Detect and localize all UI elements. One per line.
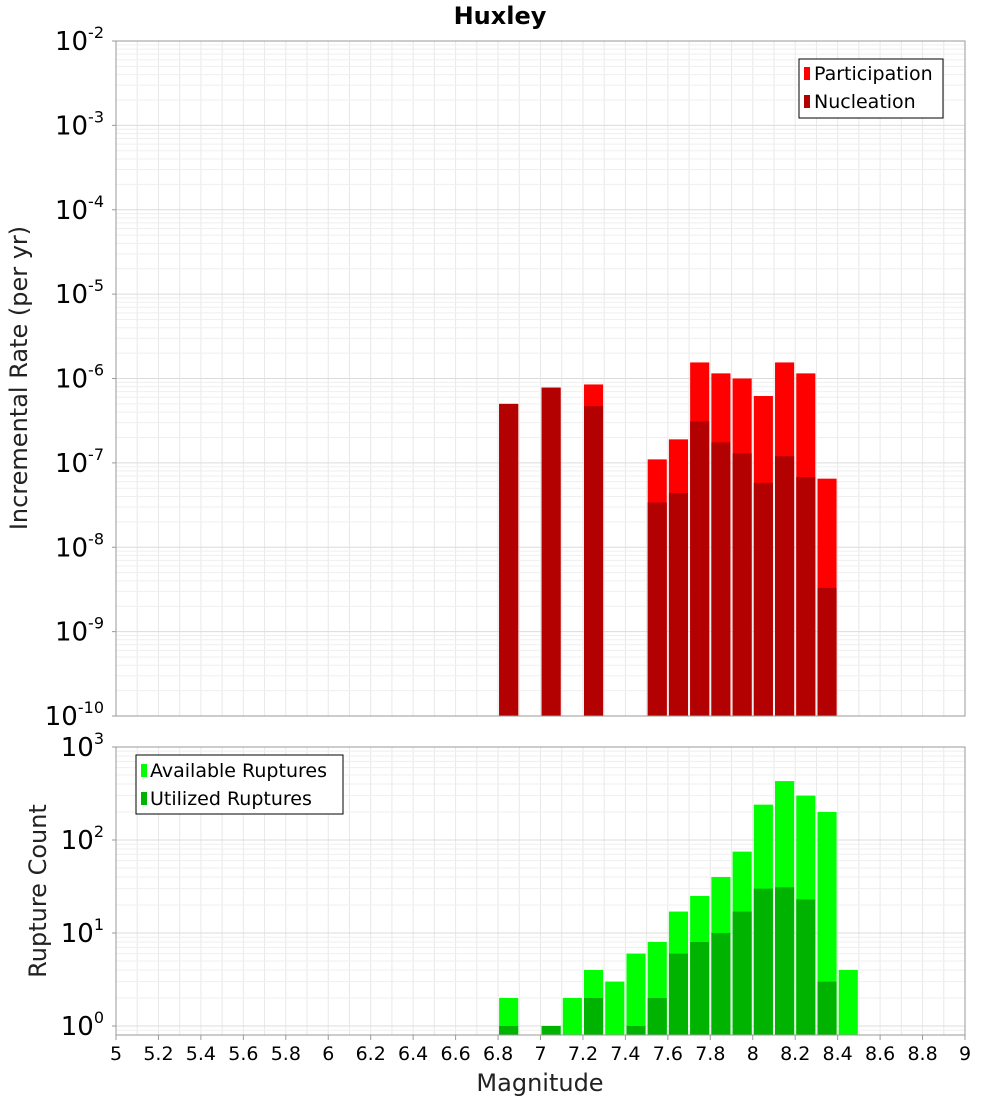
- top-y-axis-label: Incremental Rate (per yr): [5, 226, 33, 530]
- bottom-panel: 100 101 102 103 5 5.2 5.4 5.6 5.8 6 6.2 6.4 6.6 6.8 7…: [24, 729, 971, 1097]
- bottom-y-tick-label: 102: [61, 822, 104, 856]
- top-bar-nucleation: [647, 502, 667, 716]
- bottom-bar-utilized-ruptures: [626, 1025, 646, 1035]
- bottom-bar-available-ruptures: [605, 981, 625, 1035]
- x-tick-label: 7.6: [653, 1043, 683, 1065]
- bottom-legend: Available Ruptures Utilized Ruptures: [135, 754, 344, 815]
- top-bar-nucleation: [753, 482, 773, 716]
- bottom-bar-available-ruptures: [562, 997, 582, 1035]
- x-tick-label: 5: [110, 1043, 122, 1065]
- legend-label-participation: Participation: [814, 63, 933, 85]
- bottom-bar-available-ruptures: [626, 953, 646, 1035]
- x-tick-label: 7.2: [568, 1043, 598, 1065]
- top-y-tick-label: 10-4: [55, 192, 104, 226]
- top-bar-nucleation: [584, 406, 604, 716]
- bottom-legend-box: [135, 754, 344, 815]
- x-tick-label: 8.4: [823, 1043, 853, 1065]
- top-y-tick-label: 10-6: [55, 361, 104, 395]
- legend-swatch-utilized: [141, 792, 147, 805]
- top-y-tick-label: 10-2: [55, 23, 104, 57]
- bottom-bar-utilized-ruptures: [775, 887, 795, 1035]
- legend-label-nucleation: Nucleation: [814, 91, 916, 113]
- x-tick-label: 8.8: [907, 1043, 937, 1065]
- x-tick-label: 6: [322, 1043, 334, 1065]
- x-tick-label: 5.2: [143, 1043, 173, 1065]
- bottom-bar-utilized-ruptures: [584, 997, 604, 1035]
- top-bar-nucleation: [668, 492, 689, 716]
- top-y-tick-label: 10-8: [55, 529, 104, 563]
- top-y-tick-label: 10-7: [55, 445, 104, 479]
- bottom-yticks: 100 101 102 103: [61, 729, 116, 1042]
- bottom-bar-utilized-ruptures: [796, 899, 816, 1035]
- bottom-xticks: 5 5.2 5.4 5.6 5.8 6 6.2 6.4 6.6 6.8 7 7.2 7.4 7.6 7.8 8…: [110, 1035, 971, 1065]
- x-tick-label: 6.6: [440, 1043, 470, 1065]
- x-tick-label: 5.8: [271, 1043, 301, 1065]
- x-tick-label: 5.4: [186, 1043, 216, 1065]
- bottom-y-tick-label: 100: [61, 1008, 104, 1042]
- top-y-tick-label: 10-10: [45, 698, 104, 732]
- legend-swatch-participation: [804, 67, 810, 80]
- x-tick-label: 6.2: [356, 1043, 386, 1065]
- x-tick-label: 8: [747, 1043, 759, 1065]
- bottom-bar-available-ruptures: [838, 969, 858, 1035]
- bottom-bar-utilized-ruptures: [541, 1025, 561, 1035]
- top-bar-nucleation: [732, 453, 752, 716]
- top-y-tick-label: 10-5: [55, 276, 104, 310]
- bottom-bar-utilized-ruptures: [647, 997, 667, 1035]
- top-bar-nucleation: [817, 587, 837, 716]
- legend-swatch-available: [141, 764, 147, 777]
- top-yticks: 10-10 10-9 10-8 10-7 10-6 10-5 10-4 10-3 10-2: [45, 23, 116, 732]
- top-legend: Participation Nucleation: [798, 58, 944, 119]
- top-bar-nucleation: [796, 477, 816, 716]
- x-tick-label: 7.4: [610, 1043, 640, 1065]
- bottom-bar-utilized-ruptures: [711, 932, 731, 1035]
- x-tick-label: 5.6: [228, 1043, 258, 1065]
- x-tick-label: 8.6: [865, 1043, 895, 1065]
- bottom-bar-utilized-ruptures: [732, 911, 752, 1035]
- top-y-tick-label: 10-9: [55, 614, 104, 648]
- bottom-bar-utilized-ruptures: [690, 942, 710, 1035]
- x-tick-label: 7.8: [695, 1043, 725, 1065]
- bottom-bar-utilized-ruptures: [753, 888, 773, 1035]
- top-legend-box: [798, 58, 944, 119]
- top-grid: [116, 41, 965, 716]
- chart-title: Huxley: [454, 2, 547, 30]
- bottom-y-tick-label: 103: [61, 729, 104, 763]
- top-bar-nucleation: [690, 421, 710, 716]
- bottom-y-axis-label: Rupture Count: [24, 804, 52, 978]
- bottom-bar-available-ruptures: [499, 997, 519, 1035]
- x-tick-label: 7: [534, 1043, 546, 1065]
- top-bar-nucleation: [711, 442, 731, 716]
- x-tick-label: 6.4: [398, 1043, 428, 1065]
- bottom-bar-utilized-ruptures: [817, 981, 837, 1035]
- top-bar-nucleation: [499, 403, 519, 716]
- legend-swatch-nucleation: [804, 95, 810, 108]
- x-tick-label: 9: [959, 1043, 971, 1065]
- bottom-y-tick-label: 101: [61, 915, 104, 949]
- top-bar-nucleation: [541, 387, 561, 716]
- legend-label-available: Available Ruptures: [150, 760, 327, 782]
- bottom-bar-utilized-ruptures: [499, 1025, 519, 1035]
- bottom-bars: [499, 781, 858, 1035]
- bottom-bar-available-ruptures: [817, 812, 837, 1035]
- legend-label-utilized: Utilized Ruptures: [150, 788, 312, 810]
- bottom-bar-utilized-ruptures: [668, 953, 689, 1035]
- top-y-tick-label: 10-3: [55, 107, 104, 141]
- x-axis-label: Magnitude: [476, 1069, 603, 1097]
- top-panel: 10-10 10-9 10-8 10-7 10-6 10-5 10-4 10-3 10-2 In…: [5, 23, 966, 732]
- x-tick-label: 6.8: [483, 1043, 513, 1065]
- top-bar-nucleation: [775, 456, 795, 716]
- x-tick-label: 8.2: [780, 1043, 810, 1065]
- top-bars: [499, 362, 837, 716]
